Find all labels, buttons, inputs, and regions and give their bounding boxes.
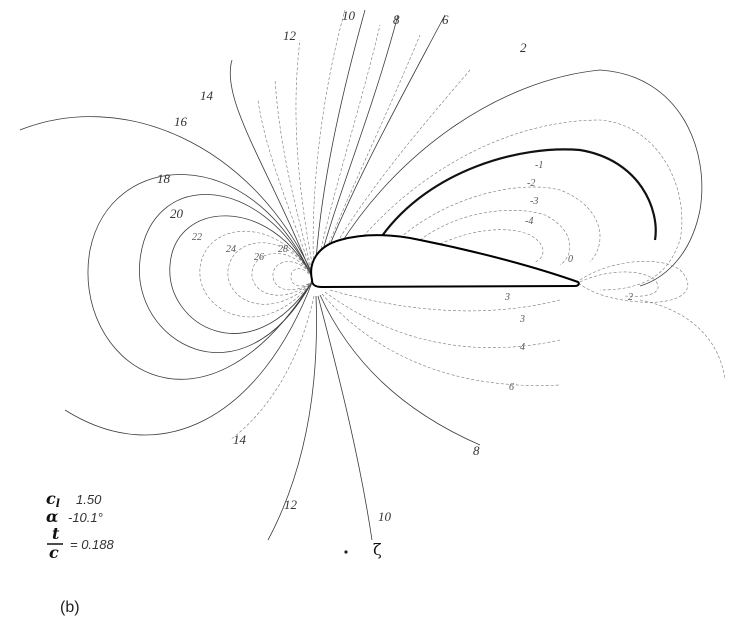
- leading-edge-contours: [19, 59, 314, 436]
- fan-line-left1: [257, 99, 314, 276]
- contour-4-lower: [324, 291, 561, 348]
- contour-26: [251, 253, 313, 296]
- contour-28: [272, 261, 313, 291]
- contour-6-lower: [321, 293, 561, 386]
- label-c12-top: 12: [283, 28, 297, 43]
- legend-tc-num: t: [52, 524, 60, 543]
- contour-m3: [439, 229, 544, 263]
- legend-tc-value: = 0.188: [70, 537, 115, 552]
- xi-symbol: ζ: [373, 540, 382, 559]
- label-c0-trailing: 0: [568, 254, 573, 265]
- contour-0-bold: [381, 148, 657, 241]
- airfoil-section: [310, 234, 580, 289]
- label-c8-top: 8: [393, 12, 400, 27]
- legend-alpha-value: -10.1°: [68, 510, 103, 525]
- contour-16: [87, 174, 313, 380]
- legend-alpha-key: α: [46, 507, 58, 526]
- contour-14-bottom: [229, 295, 315, 441]
- contour-labels: 10 12 8 6 2 14 16 18 20 22 24 26 28 -1 -…: [157, 8, 633, 524]
- contour-24: [227, 242, 313, 305]
- label-c26-left: 26: [254, 252, 264, 263]
- contour-30: [290, 268, 313, 287]
- label-cm3-upper: -3: [530, 196, 538, 207]
- fan-line-10: [314, 9, 366, 275]
- fan-line-8: [316, 14, 399, 273]
- label-c14-bottom: 14: [233, 432, 247, 447]
- label-c6-top: 6: [442, 12, 449, 27]
- legend: cl 1.50 α -10.1° t c = 0.188: [46, 489, 115, 562]
- label-c4-lower: 4: [520, 342, 525, 353]
- contour-14-outer: [19, 116, 314, 276]
- label-cm4-upper: -4: [525, 216, 533, 227]
- contour-14-outer-lower: [64, 279, 314, 436]
- upper-fan-contours: [257, 9, 471, 276]
- far-right-lower: [639, 299, 726, 381]
- label-c3-lower2: 3: [519, 314, 525, 325]
- legend-cl-value: 1.50: [76, 492, 102, 507]
- contour-22: [199, 230, 313, 318]
- label-c22-left: 22: [192, 232, 202, 243]
- label-c2-top: 2: [520, 40, 527, 55]
- contour-14-upper: [229, 59, 313, 277]
- contour-10-bottom: [317, 295, 373, 541]
- fan-line-11: [312, 9, 346, 275]
- contour-12-bottom: [267, 295, 317, 541]
- fan-line-left2: [274, 79, 314, 276]
- label-cm2-upper: -2: [527, 178, 535, 189]
- label-c2-trailing: 2: [628, 292, 633, 303]
- label-c12-bottom: 12: [284, 497, 298, 512]
- label-c8-bottom: 8: [473, 443, 480, 458]
- trailing-loop-a: [579, 261, 689, 303]
- origin-dot: [344, 550, 348, 554]
- label-c14-left: 14: [200, 88, 214, 103]
- fan-line-12: [295, 39, 315, 275]
- contour-20: [169, 215, 313, 334]
- contour-m1: [399, 186, 601, 263]
- contour-3-lower: [329, 289, 561, 312]
- label-c18-left: 18: [157, 171, 171, 186]
- panel-label: (b): [60, 599, 80, 616]
- legend-tc-den: c: [49, 543, 59, 562]
- label-c10-top: 10: [342, 8, 356, 23]
- label-c10-bottom: 10: [378, 509, 392, 524]
- label-c20-left: 20: [170, 206, 184, 221]
- contour-18: [138, 194, 313, 353]
- contour-m2: [419, 210, 571, 266]
- contour-8-bottom: [319, 294, 481, 446]
- contour-2-outer: [339, 69, 703, 287]
- lower-surface-contours: [229, 289, 561, 541]
- label-cm1-upper: -1: [535, 160, 543, 171]
- trailing-loop-b: [579, 271, 659, 297]
- label-c16-left: 16: [174, 114, 188, 129]
- fan-line-7: [317, 34, 421, 272]
- legend-cl-key: cl: [46, 489, 60, 510]
- label-c3-lower: 3: [504, 292, 510, 303]
- fan-line-9: [315, 24, 381, 274]
- upper-surface-contours: [339, 69, 726, 381]
- contour-1-outer: [359, 119, 683, 291]
- label-c28-left: 28: [278, 244, 288, 255]
- label-c24-left: 24: [226, 244, 236, 255]
- label-c6-lower: 6: [509, 382, 514, 393]
- fan-line-6: [319, 14, 446, 271]
